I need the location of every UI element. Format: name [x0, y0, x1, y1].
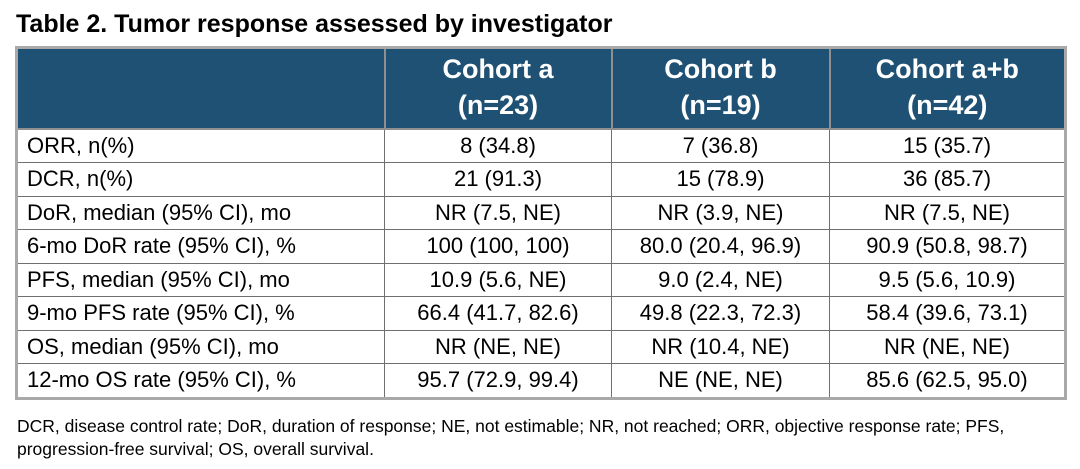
table-row: ORR, n(%) 8 (34.8) 7 (36.8) 15 (35.7)	[16, 128, 1066, 164]
table-row: 9-mo PFS rate (95% CI), % 66.4 (41.7, 82.…	[16, 296, 1066, 331]
header-cohort-a: Cohort a (n=23)	[383, 46, 613, 130]
value-cell: 8 (34.8)	[384, 128, 612, 164]
header-cohort-a-name: Cohort a	[442, 54, 554, 84]
header-cohort-b-name: Cohort b	[664, 54, 777, 84]
table-row: OS, median (95% CI), mo NR (NE, NE) NR (10…	[16, 329, 1066, 365]
table-row: DoR, median (95% CI), mo NR (7.5, NE) NR (…	[16, 195, 1066, 231]
table-row: PFS, median (95% CI), mo 10.9 (5.6, NE) 9.…	[16, 262, 1066, 298]
table-row: 6-mo DoR rate (95% CI), % 100 (100, 100) 8…	[16, 229, 1066, 264]
row-label: ORR, n(%)	[16, 128, 385, 164]
value-cell: NR (7.5, NE)	[829, 195, 1066, 231]
header-cohort-ab-name: Cohort a+b	[875, 54, 1019, 84]
value-cell: 85.6 (62.5, 95.0)	[829, 363, 1066, 399]
value-cell: 49.8 (22.3, 72.3)	[611, 296, 830, 331]
header-stub-cell	[16, 46, 386, 130]
value-cell: NR (7.5, NE)	[384, 195, 612, 231]
row-label: 12-mo OS rate (95% CI), %	[16, 363, 385, 399]
value-cell: 7 (36.8)	[611, 128, 830, 164]
header-cohort-b: Cohort b (n=19)	[610, 46, 831, 130]
value-cell: 58.4 (39.6, 73.1)	[829, 296, 1066, 331]
row-label: 6-mo DoR rate (95% CI), %	[16, 229, 385, 264]
value-cell: NR (10.4, NE)	[611, 329, 830, 365]
row-label: DCR, n(%)	[16, 162, 385, 197]
value-cell: 36 (85.7)	[829, 162, 1066, 197]
header-cohort-a-n: (n=23)	[457, 90, 539, 121]
value-cell: NR (NE, NE)	[384, 329, 612, 365]
value-cell: 100 (100, 100)	[384, 229, 612, 264]
value-cell: 90.9 (50.8, 98.7)	[829, 229, 1066, 264]
table-title: Table 2. Tumor response assessed by inve…	[16, 10, 613, 38]
row-label: OS, median (95% CI), mo	[16, 329, 385, 365]
value-cell: NE (NE, NE)	[611, 363, 830, 399]
header-cohort-ab-n: (n=42)	[907, 90, 988, 121]
value-cell: NR (3.9, NE)	[611, 195, 830, 231]
footnote: DCR, disease control rate; DoR, duration…	[17, 415, 1005, 459]
tumor-response-table: Cohort a (n=23) Cohort b (n=19) Cohort a…	[15, 46, 1067, 400]
row-label: 9-mo PFS rate (95% CI), %	[16, 296, 385, 331]
row-label: PFS, median (95% CI), mo	[16, 262, 385, 298]
value-cell: 80.0 (20.4, 96.9)	[611, 229, 830, 264]
value-cell: 66.4 (41.7, 82.6)	[384, 296, 612, 331]
header-cohort-ab: Cohort a+b (n=42)	[828, 46, 1067, 130]
value-cell: 9.5 (5.6, 10.9)	[829, 262, 1066, 298]
value-cell: 9.0 (2.4, NE)	[611, 262, 830, 298]
table-body: ORR, n(%) 8 (34.8) 7 (36.8) 15 (35.7) DCR, n…	[16, 128, 1066, 399]
table-row: DCR, n(%) 21 (91.3) 15 (78.9) 36 (85.7)	[16, 162, 1066, 197]
value-cell: 15 (78.9)	[611, 162, 830, 197]
value-cell: NR (NE, NE)	[829, 329, 1066, 365]
row-label: DoR, median (95% CI), mo	[16, 195, 385, 231]
table-row: 12-mo OS rate (95% CI), % 95.7 (72.9, 99.…	[16, 363, 1066, 399]
value-cell: 10.9 (5.6, NE)	[384, 262, 612, 298]
value-cell: 95.7 (72.9, 99.4)	[384, 363, 612, 399]
header-row: Cohort a (n=23) Cohort b (n=19) Cohort a…	[16, 46, 1067, 130]
value-cell: 15 (35.7)	[829, 128, 1066, 164]
value-cell: 21 (91.3)	[384, 162, 612, 197]
header-cohort-b-n: (n=19)	[680, 90, 761, 121]
